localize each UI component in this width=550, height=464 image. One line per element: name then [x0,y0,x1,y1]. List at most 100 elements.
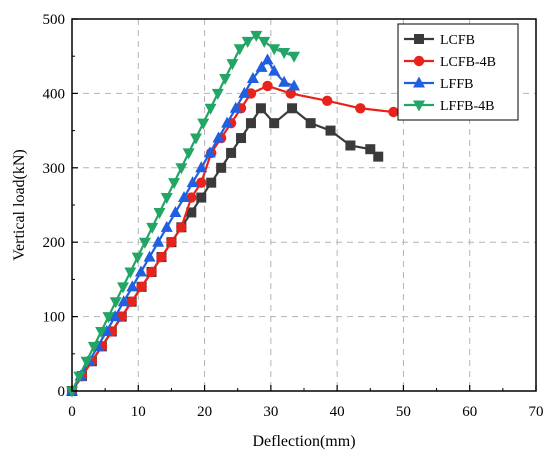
data-point-lcfb [216,162,227,173]
data-point-lffb [288,79,301,91]
data-point-lcfb [255,103,266,114]
data-point-lffb [143,250,156,262]
x-tick-label: 0 [68,404,76,420]
legend-marker-lffb-4b [413,100,425,112]
y-tick-label: 0 [58,384,66,400]
data-point-lffb [186,176,199,188]
data-point-lcfb [365,144,376,155]
data-point-lffb-4b [288,51,301,63]
data-point-lffb-4b [153,207,166,219]
x-tick-label: 40 [330,404,345,420]
data-point-lffb [278,75,291,87]
data-point-lffb [134,265,147,277]
data-point-lcfb-4b [196,177,207,188]
data-point-lffb-4b [160,193,173,205]
data-point-lffb-4b [87,341,100,353]
x-axis-label: Deflection(mm) [252,433,355,450]
legend-marker-lcfb-4b [413,55,425,67]
data-point-lcfb-4b [146,266,157,278]
data-point-lffb-4b [117,282,130,294]
x-tick-label: 60 [462,404,477,420]
data-point-lffb-4b [250,30,263,42]
data-point-lffb-4b [268,44,281,56]
data-point-lffb-4b [95,326,108,338]
data-point-lcfb-4b [285,88,296,99]
legend-label-lcfb-4b: LCFB-4B [440,55,496,70]
data-point-lcfb [226,147,237,158]
data-point-lffb-4b [146,222,159,234]
data-point-lffb-4b [66,386,78,398]
data-point-lcfb-4b [126,296,137,307]
data-point-lcfb [245,118,256,129]
series-layer [66,30,399,398]
data-point-lcfb-4b [322,95,333,107]
data-point-lcfb [186,207,197,218]
data-point-lcfb-4b [166,237,177,248]
x-tick-label: 10 [131,404,146,420]
data-point-lcfb [345,140,356,151]
data-point-lffb-4b [197,118,210,130]
x-tick-label: 50 [396,404,411,420]
data-point-lffb [255,60,268,72]
data-point-lcfb [196,192,207,203]
data-point-lcfb-4b [388,106,399,118]
data-point-lffb-4b [102,312,115,324]
data-point-lffb-4b [109,297,122,309]
data-point-lcfb [305,118,316,129]
legend-marker-lcfb [414,34,424,44]
data-point-lcfb-4b [136,281,147,293]
data-point-lffb-4b [278,47,291,59]
data-point-lcfb-4b [156,251,167,263]
data-point-lffb [212,131,225,143]
data-point-lffb [246,72,259,84]
data-point-lffb [169,205,182,217]
data-point-lffb [126,280,139,292]
data-point-lffb [178,191,191,203]
data-point-lffb [203,146,216,158]
legend-label-lffb: LFFB [440,77,473,92]
legend-marker-lffb [413,76,425,88]
data-point-lffb [238,86,251,98]
data-point-lffb-4b [131,252,144,264]
data-point-lffb [195,161,208,173]
legend-label-lcfb: LCFB [440,33,475,48]
data-point-lffb [160,220,173,232]
data-point-lcfb-4b [355,103,366,114]
data-point-lffb [152,235,165,247]
data-point-lffb-4b [241,36,254,48]
series-lffb [66,53,301,396]
data-point-lcfb [287,103,298,114]
data-point-lcfb [325,125,336,136]
data-point-lffb-4b [182,148,195,160]
data-point-lffb [268,64,281,76]
data-point-lffb-4b [175,163,188,175]
data-point-lffb-4b [73,371,86,383]
data-point-lcfb-4b [176,222,187,233]
y-tick-label: 200 [43,235,66,251]
data-point-lffb [109,310,122,322]
data-point-lcfb-4b [262,80,273,92]
series-lffb-4b [66,30,301,398]
data-point-lffb-4b [124,267,137,279]
y-tick-label: 100 [43,310,66,326]
x-tick-label: 30 [263,404,278,420]
data-point-lffb [261,53,274,65]
y-axis-label: Vertical load(kN) [11,149,28,261]
data-point-lffb-4b [258,36,271,48]
data-point-lffb-4b [219,74,232,86]
data-point-lffb-4b [211,88,224,100]
x-tick-label: 70 [529,404,544,420]
y-tick-label: 400 [43,86,66,102]
x-tick-label: 20 [197,404,212,420]
data-point-lffb-4b [226,59,239,71]
legend: LCFB LCFB-4B LFFB LFFB-4B [397,23,519,121]
data-point-lcfb [373,151,384,162]
data-point-lffb-4b [233,44,246,56]
data-point-lffb-4b [204,103,217,115]
data-point-lffb [229,101,242,113]
data-point-lffb-4b [138,237,151,249]
y-tick-label: 500 [43,12,66,28]
y-tick-label: 300 [43,161,66,177]
